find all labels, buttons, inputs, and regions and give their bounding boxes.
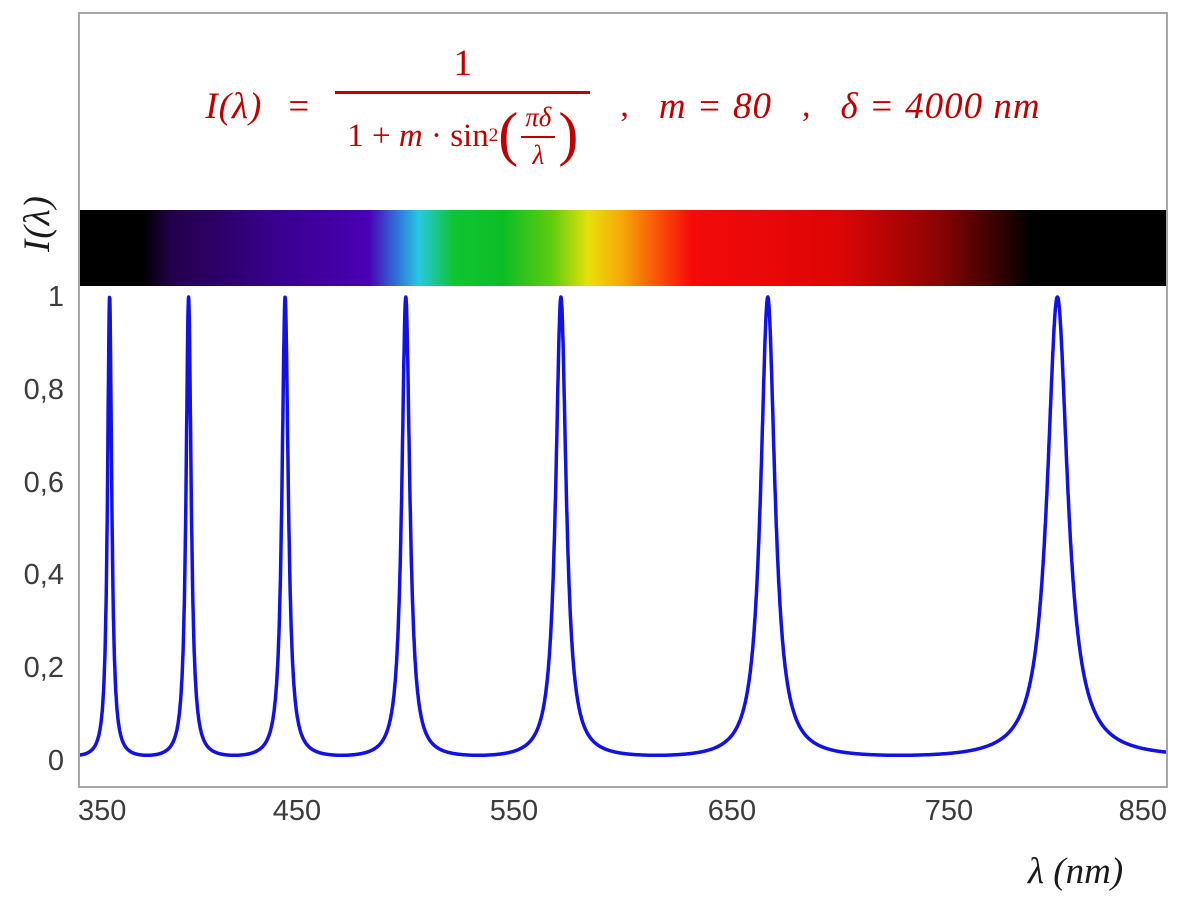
formula-comma-1: , [620, 87, 629, 124]
x-tick-label: 750 [924, 795, 974, 827]
fraction-denominator: 1 + m · sin 2(πδ λ) [335, 90, 591, 171]
y-tick-label: 1 [47, 281, 64, 313]
formula-lhs: I(λ) [205, 85, 263, 127]
den-m: m [398, 117, 423, 154]
plot-frame [78, 12, 1168, 788]
inner-numerator: πδ [525, 101, 552, 132]
x-axis-title: λ (nm) [1028, 851, 1124, 892]
x-axis-ticks: 350 450 550 650 750 850 [0, 795, 1200, 835]
formula-comma-2: , [802, 87, 811, 124]
fraction-numerator: 1 [453, 42, 473, 84]
param-delta: δ = 4000 nm [840, 85, 1041, 127]
plot-svg [80, 295, 1166, 758]
den-one-plus: 1 + [347, 117, 399, 154]
visible-spectrum-bar [80, 210, 1166, 286]
y-tick-label: 0,8 [23, 374, 64, 406]
y-tick-label: 0,6 [23, 467, 64, 499]
open-paren: ( [498, 101, 519, 167]
x-tick-label: 850 [1118, 795, 1167, 827]
y-tick-label: 0,2 [23, 652, 64, 684]
formula-fraction: 1 1 + m · sin 2(πδ λ) [335, 42, 591, 171]
y-tick-label: 0,4 [23, 559, 64, 591]
close-paren: ) [558, 101, 579, 167]
inner-fraction: πδ λ [521, 101, 556, 171]
y-tick-label: 0 [47, 745, 64, 777]
inner-denominator: λ [521, 135, 556, 171]
param-m: m = 80 [658, 85, 773, 127]
x-tick-label: 450 [272, 795, 322, 827]
formula-equals: = [288, 85, 310, 127]
y-axis-ticks: 1 0,8 0,6 0,4 0,2 0 [0, 0, 64, 800]
intensity-curve [80, 295, 1166, 758]
x-tick-label: 550 [489, 795, 539, 827]
formula: I(λ) = 1 1 + m · sin 2(πδ λ) , m = 80 , δ … [80, 26, 1166, 186]
den-sin: sin [450, 117, 489, 154]
den-dot: · [422, 117, 451, 154]
x-tick-label: 650 [707, 795, 757, 827]
x-tick-label: 350 [78, 795, 127, 827]
